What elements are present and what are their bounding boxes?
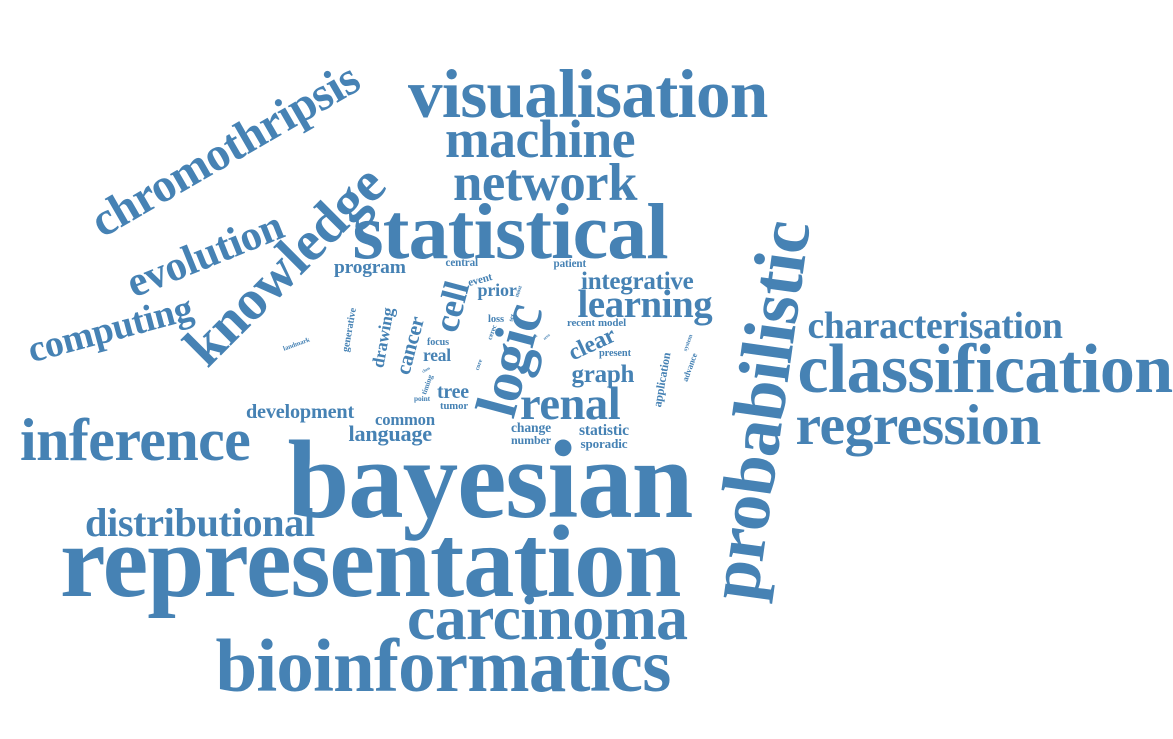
word-program: program bbox=[334, 256, 406, 278]
word-tree: tree bbox=[437, 381, 469, 403]
word-inference: inference bbox=[20, 406, 251, 473]
word-number: number bbox=[511, 433, 551, 447]
word-timing: timing bbox=[419, 373, 435, 396]
word-tumor: tumor bbox=[440, 399, 468, 412]
word-sporadic: sporadic bbox=[580, 435, 628, 451]
word-representation: representation bbox=[60, 505, 681, 619]
word-renal: renal bbox=[520, 378, 621, 430]
word-visualisation: visualisation bbox=[408, 54, 768, 132]
word-patient: patient bbox=[553, 257, 587, 270]
word-characterisation: characterisation bbox=[807, 305, 1063, 347]
word-most: most bbox=[514, 285, 524, 299]
word-generative: generative bbox=[339, 307, 359, 353]
word-network: network bbox=[453, 153, 637, 212]
word-classification: classification bbox=[797, 331, 1173, 408]
word-change: change bbox=[511, 420, 552, 435]
word-advance: advance bbox=[679, 351, 700, 383]
word-graph: graph bbox=[571, 360, 635, 388]
word-distributional: distributional bbox=[85, 500, 315, 545]
word-application: application bbox=[649, 351, 673, 409]
word-model: model bbox=[598, 316, 627, 329]
word-focus: focus bbox=[427, 337, 449, 348]
word-point: point bbox=[414, 393, 430, 403]
word-area: area bbox=[541, 332, 551, 341]
word-statistical: statistical bbox=[352, 188, 669, 276]
word-recent: recent bbox=[567, 316, 595, 329]
word-real: real bbox=[423, 345, 451, 365]
word-common: common bbox=[375, 409, 435, 429]
word-loss: loss bbox=[488, 313, 504, 325]
word-system: system bbox=[682, 333, 694, 353]
word-landmark: landmark bbox=[282, 336, 311, 353]
word-statistic: statistic bbox=[579, 422, 629, 439]
word-carcinoma: carcinoma bbox=[407, 582, 688, 653]
word-bayesian: bayesian bbox=[287, 418, 694, 542]
word-prior: prior bbox=[477, 280, 517, 300]
word-language: language bbox=[348, 421, 433, 446]
word-integrative: integrative bbox=[581, 267, 694, 295]
word-class: class bbox=[420, 365, 431, 374]
word-learning: learning bbox=[577, 282, 713, 326]
word-machine: machine bbox=[445, 109, 636, 169]
word-computing: computing bbox=[22, 286, 197, 372]
word-present: present bbox=[599, 348, 631, 359]
word-regression: regression bbox=[795, 394, 1042, 457]
word-central: central bbox=[445, 256, 479, 269]
word-bioinformatics: bioinformatics bbox=[215, 624, 672, 708]
word-development: development bbox=[246, 401, 355, 423]
